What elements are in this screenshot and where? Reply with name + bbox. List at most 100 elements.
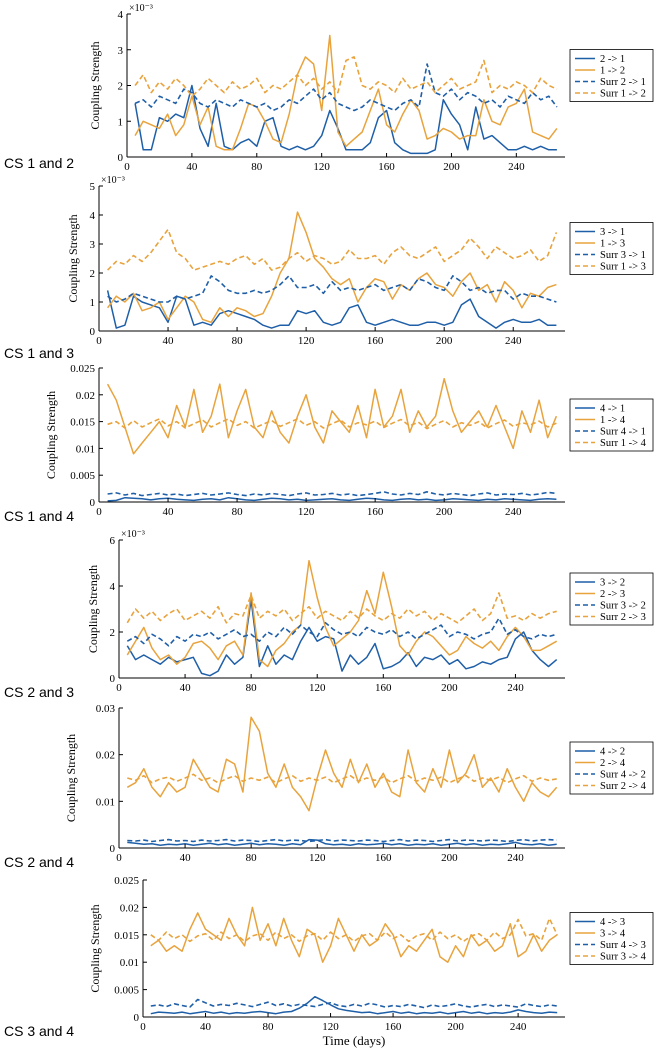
x-tick-label: 120 [309, 852, 326, 864]
x-tick-label: 120 [313, 161, 330, 173]
x-tick-label: 40 [186, 161, 198, 173]
x-tick-label: 80 [246, 852, 258, 864]
x-tick-label: 80 [232, 335, 244, 347]
y-tick-label: 4 [110, 581, 116, 593]
series-line-3-2 [106, 377, 558, 455]
y-tick-label: 0.01 [76, 443, 95, 455]
y-tick-label: 5 [90, 181, 96, 193]
y-tick-label: 0.03 [96, 703, 116, 715]
x-tick-label: 160 [367, 506, 384, 518]
legend-label: 2 -> 3 [600, 589, 625, 600]
legend-label: 2 -> 4 [600, 758, 626, 769]
legend-label: 3 -> 1 [600, 227, 625, 238]
y-tick-label: 0.025 [70, 363, 95, 375]
series-line-1-4 [134, 56, 558, 97]
y-tick-label: 6 [110, 535, 116, 547]
legend-label: 3 -> 2 [600, 578, 625, 589]
y-tick-label: 0 [90, 326, 96, 338]
x-tick-label: 200 [436, 506, 453, 518]
y-tick-label: 0 [134, 1012, 140, 1024]
series-line-4-4 [126, 592, 557, 624]
x-tick-label: 200 [441, 682, 458, 694]
panel-1: 0 40 80 120 160 200 240 0 1 2 3 4 ×10⁻³ Coupling Stre… [4, 3, 654, 173]
y-tick-label: 0.005 [114, 985, 139, 997]
legend-label: Surr 4 -> 3 [600, 940, 646, 951]
panel-label: CS 1 and 2 [4, 155, 74, 171]
series-line-6-2 [150, 906, 558, 963]
series-line-3-3 [107, 490, 557, 497]
y-exponent-label: ×10⁻³ [101, 175, 125, 186]
x-tick-label: 240 [507, 682, 524, 694]
panel-label: CS 1 and 3 [4, 345, 74, 361]
legend-label: Surr 1 -> 3 [600, 262, 646, 273]
x-tick-label: 200 [436, 335, 453, 347]
y-tick-label: 2 [110, 627, 116, 639]
series-line-4-3 [126, 617, 557, 647]
panel-5: 0 40 80 120 160 200 240 0 0.01 0.02 0.03 Coupling S… [4, 703, 654, 870]
x-tick-label: 120 [298, 506, 315, 518]
x-tick-label: 40 [163, 335, 175, 347]
y-tick-label: 2 [90, 268, 96, 280]
x-tick-label: 120 [322, 1021, 339, 1033]
panel-3: 0 40 80 120 160 200 240 0 0.005 0.01 0.015 0.02 0.02… [4, 363, 654, 524]
y-tick-label: 0.015 [70, 417, 95, 429]
panel-label: CS 2 and 3 [4, 684, 74, 700]
y-tick-label: 3 [118, 45, 124, 57]
legend-label: 1 -> 2 [600, 66, 625, 77]
y-tick-label: 1 [90, 297, 96, 309]
y-tick-label: 3 [90, 239, 96, 251]
x-tick-label: 40 [163, 506, 175, 518]
x-tick-label: 200 [443, 161, 460, 173]
x-tick-label: 240 [505, 335, 522, 347]
series-line-6-1 [150, 995, 558, 1015]
y-tick-label: 2 [118, 81, 124, 93]
y-axis-label: Coupling Strength [66, 214, 80, 302]
y-tick-label: 0.02 [76, 390, 95, 402]
x-tick-label: 0 [96, 335, 102, 347]
y-axis-label: Coupling Strength [88, 41, 102, 129]
y-tick-label: 1 [118, 116, 124, 128]
x-tick-label: 200 [441, 852, 458, 864]
y-tick-label: 4 [118, 9, 124, 21]
x-axis-label: Time (days) [323, 1033, 386, 1048]
y-exponent-label: ×10⁻³ [121, 529, 145, 540]
y-tick-label: 4 [90, 210, 96, 222]
x-tick-label: 80 [263, 1021, 275, 1033]
legend-label: Surr 2 -> 3 [600, 612, 646, 623]
x-tick-label: 240 [507, 852, 524, 864]
series-line-6-4 [150, 917, 558, 943]
x-tick-label: 0 [124, 161, 130, 173]
series-line-1-1 [134, 84, 557, 155]
x-tick-label: 160 [378, 161, 395, 173]
legend-label: Surr 2 -> 1 [600, 77, 646, 88]
series-line-5-2 [126, 716, 558, 812]
y-tick-label: 0.005 [70, 470, 95, 482]
y-axis-label: Coupling Strength [86, 565, 100, 653]
y-tick-label: 0 [118, 152, 124, 164]
legend-label: 3 -> 4 [600, 929, 626, 940]
series-line-2-3 [107, 275, 557, 303]
series-line-5-3 [127, 838, 557, 843]
y-tick-label: 0.02 [96, 750, 115, 762]
y-tick-label: 0 [110, 673, 116, 685]
y-tick-label: 0.02 [120, 902, 139, 914]
legend-label: 1 -> 4 [600, 415, 626, 426]
panel-label: CS 3 and 4 [4, 1023, 74, 1039]
x-tick-label: 40 [200, 1021, 212, 1033]
panel-label: CS 1 and 4 [4, 508, 74, 524]
x-tick-label: 160 [367, 335, 384, 347]
y-tick-label: 0 [110, 843, 116, 855]
x-tick-label: 0 [116, 682, 122, 694]
x-tick-label: 160 [375, 852, 392, 864]
panel-4: 0 40 80 120 160 200 240 0 2 4 6 ×10⁻³ Coupling Stren… [4, 529, 654, 700]
legend-label: Surr 4 -> 1 [600, 427, 646, 438]
x-tick-label: 240 [505, 506, 522, 518]
series-line-1-2 [134, 34, 558, 151]
x-tick-label: 80 [251, 161, 263, 173]
x-tick-label: 40 [180, 682, 192, 694]
y-tick-label: 0.025 [114, 875, 139, 887]
panel-label: CS 2 and 4 [4, 854, 74, 870]
legend-label: Surr 4 -> 2 [600, 770, 646, 781]
y-exponent-label: ×10⁻³ [129, 3, 153, 14]
